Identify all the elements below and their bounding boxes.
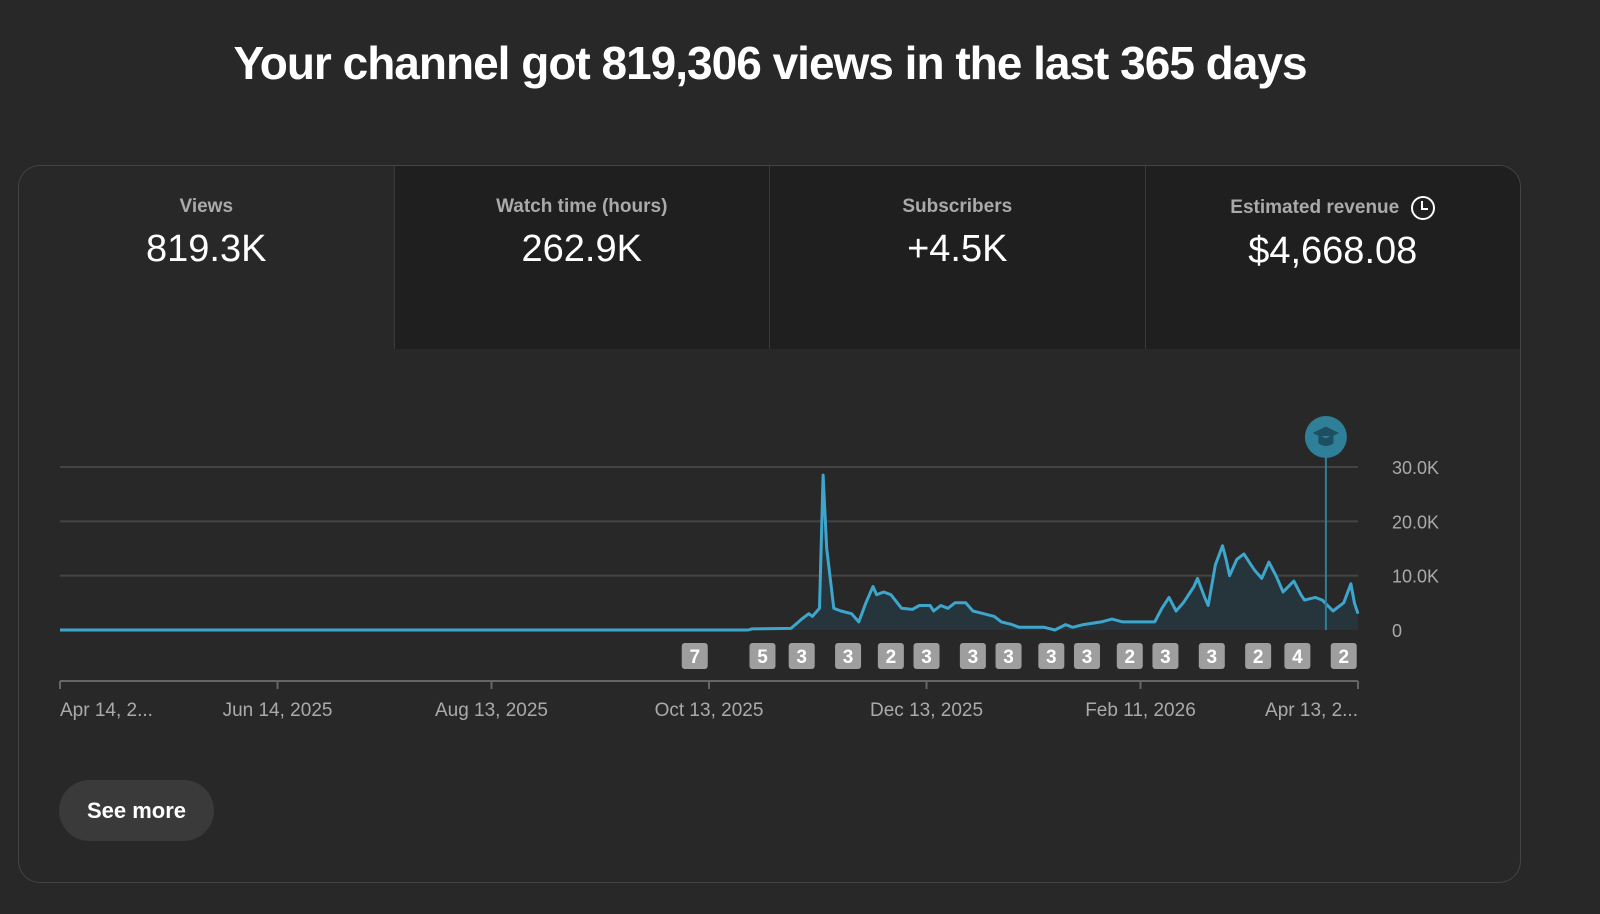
y-tick-label: 30.0K: [1392, 458, 1439, 478]
annotation-marker[interactable]: [1073, 643, 1100, 669]
tab-label: Watch time (hours): [496, 196, 668, 217]
x-tick-label: Apr 14, 2...: [60, 700, 153, 721]
annotation-marker[interactable]: [1284, 643, 1311, 669]
annotation-marker[interactable]: [749, 643, 776, 669]
y-tick-label: 0: [1392, 621, 1402, 641]
y-tick-label: 20.0K: [1392, 512, 1439, 532]
tab-views[interactable]: Views 819.3K: [19, 166, 394, 349]
annotation-marker[interactable]: [959, 643, 986, 669]
annotation-count: 4: [1292, 647, 1303, 668]
clock-icon[interactable]: [1411, 196, 1436, 220]
tab-label: Views: [179, 196, 234, 217]
annotation-count: 7: [689, 647, 700, 668]
area-fill: [60, 475, 1358, 630]
annotation-count: 3: [1207, 647, 1218, 668]
y-tick-label: 10.0K: [1392, 567, 1439, 587]
tab-estimated-revenue[interactable]: Estimated revenue $4,668.08: [1144, 166, 1521, 349]
tab-label-wrap: Estimated revenue: [1146, 196, 1521, 220]
annotation-marker[interactable]: [835, 643, 862, 669]
annotation-count: 3: [796, 647, 807, 668]
x-tick-label: Aug 13, 2025: [435, 700, 548, 721]
annotation-count: 5: [757, 647, 768, 668]
x-tick-label: Oct 13, 2025: [655, 700, 764, 721]
x-tick-label: Jun 14, 2025: [223, 700, 333, 721]
x-tick-label: Apr 13, 2...: [1265, 700, 1358, 721]
tab-watch-time[interactable]: Watch time (hours) 262.9K: [393, 166, 769, 349]
annotation-count: 3: [968, 647, 979, 668]
metric-tabs: Views 819.3K Watch time (hours) 262.9K Sub…: [19, 166, 1520, 349]
annotation-marker[interactable]: [995, 643, 1022, 669]
annotation-count: 3: [843, 647, 854, 668]
annotation-marker[interactable]: [913, 643, 940, 669]
x-tick-label: Feb 11, 2026: [1085, 700, 1196, 721]
graduation-cap-glyph: [1312, 426, 1340, 446]
x-tick-label: Dec 13, 2025: [870, 700, 983, 721]
tab-label: Estimated revenue: [1230, 197, 1400, 218]
series-line-views: [60, 473, 1360, 632]
annotation-marker[interactable]: [681, 643, 708, 669]
annotation-marker[interactable]: [1198, 643, 1225, 669]
annotation-marker[interactable]: [1152, 643, 1179, 669]
page-title: Your channel got 819,306 views in the la…: [233, 37, 1307, 89]
tab-subscribers[interactable]: Subscribers +4.5K: [769, 166, 1145, 349]
annotation-marker[interactable]: [1330, 643, 1357, 669]
tab-value: +4.5K: [907, 228, 1008, 270]
tab-value: 819.3K: [146, 228, 267, 270]
annotation-marker[interactable]: [1245, 643, 1272, 669]
annotation-marker[interactable]: [1038, 643, 1065, 669]
tab-value: 262.9K: [521, 228, 642, 270]
tab-label: Subscribers: [902, 196, 1013, 217]
annotation-marker[interactable]: [877, 643, 904, 669]
annotation-count: 3: [1003, 647, 1014, 668]
analytics-card: Views 819.3K Watch time (hours) 262.9K Sub…: [18, 165, 1521, 883]
annotation-count: 2: [1338, 647, 1349, 668]
annotation-count: 3: [1160, 647, 1171, 668]
annotation-count: 2: [1253, 647, 1264, 668]
annotation-count: 3: [1046, 647, 1057, 668]
graduation-cap-icon: [1304, 416, 1347, 458]
annotation-marker[interactable]: [1116, 643, 1143, 669]
annotation-count: 3: [1082, 647, 1093, 668]
tab-value: $4,668.08: [1248, 230, 1418, 272]
annotation-count: 3: [921, 647, 932, 668]
annotation-marker[interactable]: [788, 643, 815, 669]
see-more-button[interactable]: See more: [59, 780, 214, 841]
annotation-count: 2: [886, 647, 897, 668]
annotation-count: 2: [1124, 647, 1135, 668]
